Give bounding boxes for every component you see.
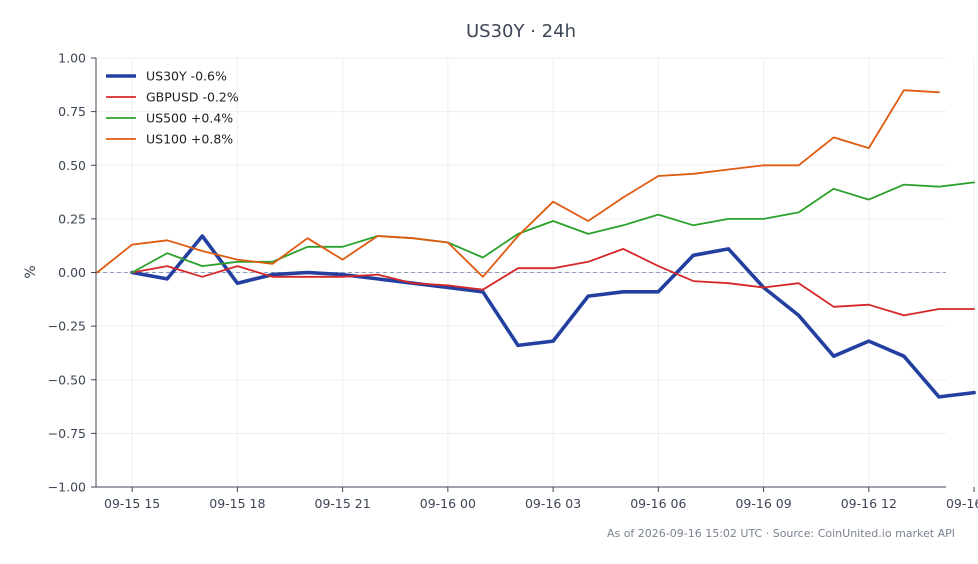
y-tick-label: −0.75 <box>48 426 86 441</box>
legend-label: US30Y -0.6% <box>146 69 227 84</box>
series-line-4 <box>96 89 940 278</box>
y-tick-label: −0.50 <box>48 372 86 387</box>
y-tick-label: −1.00 <box>48 480 86 495</box>
y-tick-label: 0.25 <box>58 211 86 226</box>
legend: US30Y -0.6% GBPUSD -0.2% US500 +0.4% US100 … <box>106 69 239 147</box>
y-tick-label: 0.75 <box>58 104 86 119</box>
y-tick-label: −0.25 <box>48 319 86 334</box>
series-line-1 <box>130 234 976 399</box>
x-tick-label: 09-16 06 <box>630 496 686 511</box>
legend-label: US100 +0.8% <box>146 132 233 147</box>
x-tick-label: 09-15 18 <box>209 496 265 511</box>
y-tick-label: 0.00 <box>58 265 86 280</box>
x-tick-label: 09-16 00 <box>420 496 476 511</box>
x-tick-label: 09-16 15 <box>946 496 978 511</box>
x-tick-label: 09-15 15 <box>104 496 160 511</box>
x-tick-label: 09-16 09 <box>735 496 791 511</box>
x-tick-label: 09-15 21 <box>315 496 371 511</box>
y-tick-label: 0.50 <box>58 158 86 173</box>
y-tick-label: 1.00 <box>58 51 86 66</box>
y-axis-label: % <box>23 265 39 278</box>
series-group <box>96 89 976 399</box>
x-tick-label: 09-16 03 <box>525 496 581 511</box>
legend-label: GBPUSD -0.2% <box>146 90 239 105</box>
series-line-3 <box>131 181 975 274</box>
series-line-2 <box>131 247 975 317</box>
chart-title: US30Y · 24h <box>466 21 576 42</box>
y-ticks: −1.00 −0.75 −0.50 −0.25 0.00 0.25 0.50 0.75 1.00 <box>48 51 96 495</box>
legend-label: US500 +0.4% <box>146 111 233 126</box>
footer-source: As of 2026-09-16 15:02 UTC · Source: Coi… <box>607 527 955 540</box>
x-ticks: 09-15 15 09-15 18 09-15 21 09-16 00 09-16 03… <box>104 487 978 511</box>
x-tick-label: 09-16 12 <box>841 496 897 511</box>
